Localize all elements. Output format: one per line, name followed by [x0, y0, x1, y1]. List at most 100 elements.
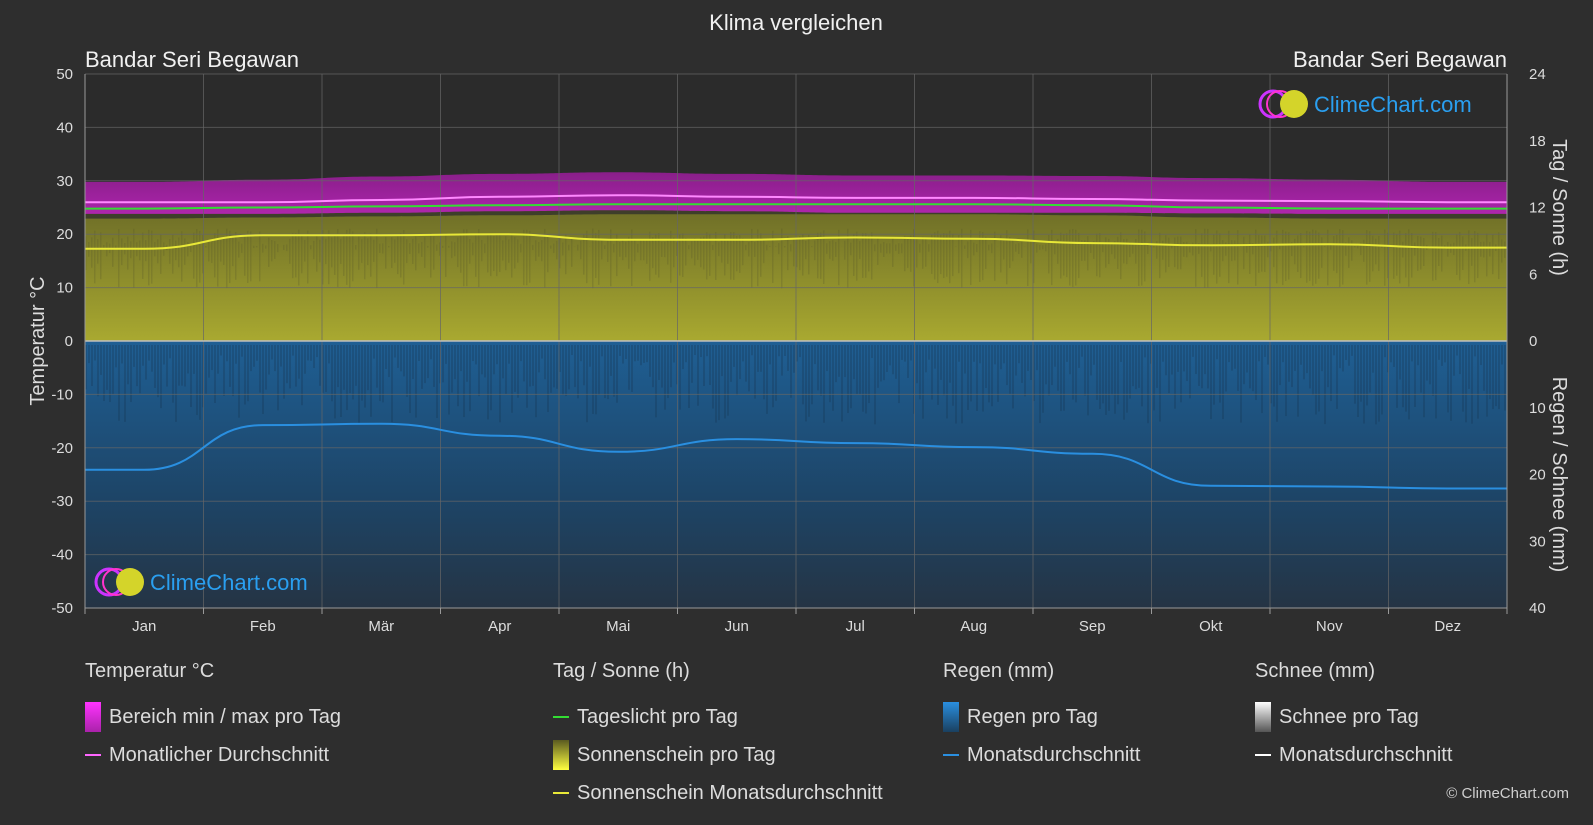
rain-day-mark	[547, 345, 549, 413]
rain-day-mark	[280, 345, 282, 367]
rain-day-mark	[1111, 345, 1113, 395]
sun-day-mark	[976, 244, 978, 253]
rain-day-mark	[718, 345, 720, 421]
rain-day-mark	[1258, 345, 1260, 362]
rain-day-mark	[190, 345, 192, 408]
rain-day-mark	[556, 345, 558, 389]
sun-day-mark	[331, 237, 333, 268]
sun-day-mark	[385, 236, 387, 269]
rain-day-mark	[856, 345, 858, 395]
rain-day-mark	[1498, 345, 1500, 410]
sun-day-mark	[376, 228, 378, 289]
rain-day-mark	[652, 345, 654, 388]
rain-day-mark	[1066, 345, 1068, 362]
sun-day-mark	[850, 242, 852, 256]
rain-day-mark	[613, 345, 615, 397]
rain-day-mark	[385, 345, 387, 370]
sun-day-mark	[241, 243, 243, 253]
sun-day-mark	[988, 244, 990, 251]
rain-day-mark	[934, 345, 936, 369]
sun-day-mark	[250, 231, 252, 282]
rain-day-mark	[253, 345, 255, 367]
sun-day-mark	[1249, 234, 1251, 274]
legend-group-sun: Tag / Sonne (h) Tageslicht pro Tag Sonne…	[553, 660, 883, 812]
sun-day-mark	[1441, 235, 1443, 272]
x-tick-label: Sep	[1079, 618, 1106, 635]
sun-day-mark	[1102, 244, 1104, 253]
rain-day-mark	[265, 345, 267, 390]
sun-day-mark	[922, 236, 924, 269]
sun-day-mark	[670, 230, 672, 283]
rain-day-mark	[1363, 345, 1365, 424]
sun-day-mark	[517, 239, 519, 263]
legend-label: Monatsdurchschnitt	[1279, 743, 1453, 766]
brand-logo-top: ClimeChart.com	[1258, 89, 1472, 119]
sun-day-mark	[724, 234, 726, 276]
rain-day-mark	[1447, 345, 1449, 413]
rain-day-mark	[724, 345, 726, 419]
sun-day-mark	[310, 245, 312, 250]
sun-day-mark	[1189, 243, 1191, 253]
rain-day-mark	[1291, 345, 1293, 388]
rain-day-mark	[1135, 345, 1137, 390]
sun-day-mark	[709, 233, 711, 276]
sun-day-mark	[1276, 230, 1278, 284]
rain-day-mark	[208, 345, 210, 378]
rain-day-mark	[1402, 345, 1404, 408]
rain-day-mark	[445, 345, 447, 364]
rain-day-mark	[178, 345, 180, 386]
copyright: © ClimeChart.com	[1446, 785, 1569, 802]
sun-day-mark	[1036, 243, 1038, 253]
y-axis-label-right-top: Tag / Sonne (h)	[1548, 139, 1570, 276]
sun-day-mark	[1471, 238, 1473, 266]
legend-swatch	[553, 740, 569, 770]
rain-day-mark	[1180, 345, 1182, 403]
rain-day-mark	[820, 345, 822, 396]
rain-day-mark	[520, 345, 522, 362]
rain-day-mark	[868, 345, 870, 404]
rain-day-mark	[229, 345, 231, 387]
rain-day-mark	[289, 345, 291, 389]
sun-day-mark	[1207, 228, 1209, 288]
sun-day-mark	[772, 230, 774, 283]
sun-day-mark	[448, 245, 450, 248]
sun-day-mark	[796, 237, 798, 268]
rain-day-mark	[1117, 345, 1119, 405]
rain-day-mark	[268, 345, 270, 375]
rain-day-mark	[349, 345, 351, 394]
rain-day-mark	[1153, 345, 1155, 411]
sun-day-mark	[409, 243, 411, 254]
rain-day-mark	[667, 345, 669, 399]
rain-day-mark	[580, 345, 582, 362]
sun-day-mark	[832, 240, 834, 261]
sun-day-mark	[100, 232, 102, 280]
rain-day-mark	[124, 345, 126, 422]
sun-day-mark	[991, 243, 993, 254]
sun-day-mark	[598, 229, 600, 285]
rain-day-mark	[328, 345, 330, 364]
sun-day-mark	[1321, 237, 1323, 268]
sun-day-mark	[481, 240, 483, 262]
rain-day-mark	[364, 345, 366, 408]
sun-day-mark	[985, 236, 987, 269]
rain-day-mark	[874, 345, 876, 425]
rain-day-mark	[106, 345, 108, 390]
sun-day-mark	[1414, 242, 1416, 256]
x-tick-label: Jan	[132, 618, 156, 635]
sun-day-mark	[1303, 246, 1305, 248]
sun-day-mark	[538, 242, 540, 257]
sun-day-mark	[703, 236, 705, 270]
rain-day-mark	[661, 345, 663, 388]
legend-item: Monatlicher Durchschnitt	[85, 736, 341, 774]
sun-day-mark	[679, 233, 681, 276]
sun-day-mark	[811, 246, 813, 248]
sun-day-mark	[649, 231, 651, 281]
rain-day-mark	[1465, 345, 1467, 423]
rain-day-mark	[1108, 345, 1110, 411]
rain-day-mark	[673, 345, 675, 363]
sun-day-mark	[907, 237, 909, 268]
sun-day-mark	[1003, 240, 1005, 260]
sun-day-mark	[445, 233, 447, 278]
rain-day-mark	[595, 345, 597, 415]
sun-day-mark	[730, 232, 732, 280]
